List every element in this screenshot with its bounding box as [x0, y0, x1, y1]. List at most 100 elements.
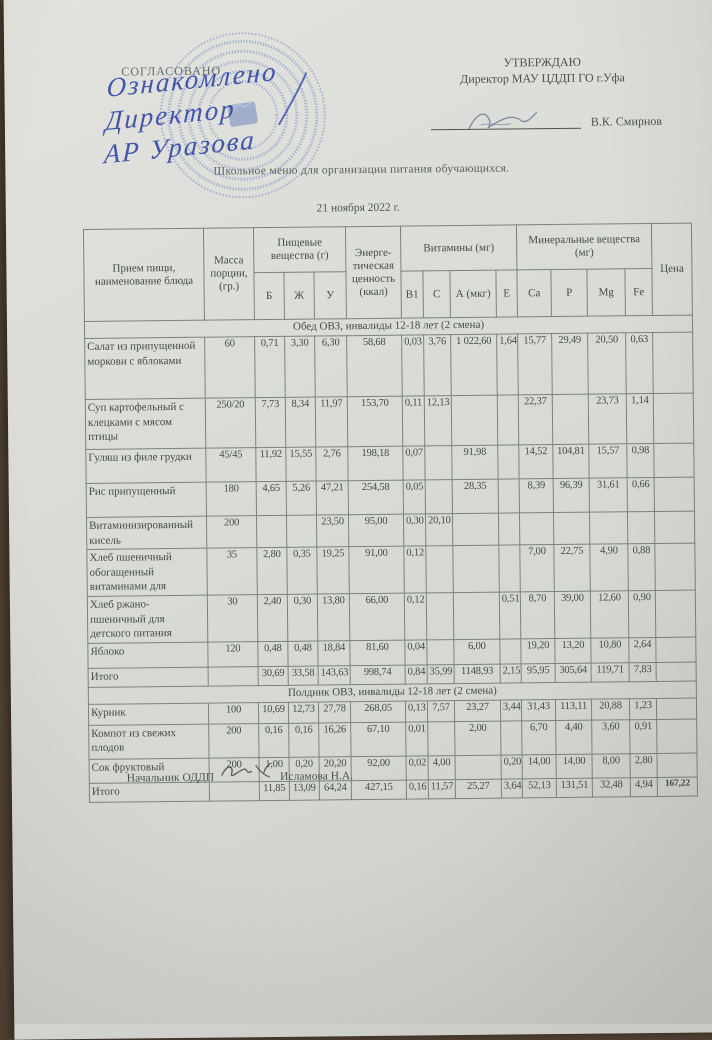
cell-zh: 0,35	[286, 547, 318, 595]
cell-price	[657, 752, 698, 777]
cell-mg: 8,00	[592, 753, 631, 778]
cell-mass	[208, 666, 259, 686]
cell-p: 131,51	[556, 777, 593, 798]
cell-mg: 32,48	[592, 777, 631, 797]
cell-fe	[627, 511, 655, 544]
cell-a: 1148,93	[454, 663, 501, 684]
cell-mg: 4,90	[589, 543, 629, 592]
cell-v1: 0,07	[402, 445, 426, 481]
cell-ca: 8,39	[519, 478, 554, 513]
cell-fe: 0,98	[626, 443, 655, 478]
cell-price: 167,22	[657, 776, 698, 796]
cell-u: 23,50	[316, 514, 349, 548]
cell-a: 1 022,60	[450, 334, 498, 396]
cell-kcal: 58,68	[346, 335, 403, 397]
cell-kcal: 67,10	[350, 721, 407, 757]
cell-ca: 95,95	[521, 663, 556, 683]
cell-p: 305,64	[555, 662, 592, 683]
cell-a	[453, 592, 500, 640]
cell-name: Курник	[88, 702, 209, 725]
cell-name: Яблоко	[87, 641, 209, 668]
cell-price	[653, 393, 694, 444]
cell-zh: 5,26	[286, 481, 317, 516]
cell-p: 4,40	[555, 719, 593, 755]
cell-b	[256, 515, 287, 548]
cell-mass: 250/20	[205, 397, 256, 449]
cell-name: Витаминизированный кисель	[86, 516, 207, 550]
cell-p: 96,39	[553, 478, 590, 513]
cell-kcal: 95,00	[348, 514, 404, 547]
cell-mass: 200	[206, 515, 257, 549]
footer-signer-name: Исламова Н.А.	[280, 769, 354, 783]
cell-zh: 3,30	[284, 336, 316, 398]
cell-fe: 1,14	[626, 393, 654, 444]
cell-p: 29,49	[551, 333, 589, 395]
cell-fe: 0,88	[627, 543, 656, 591]
table-row: Хлеб ржано-пшеничный для детского питани…	[87, 590, 696, 643]
cell-u: 2,76	[315, 446, 349, 482]
cell-name: Суп картофельный с клецками с мясом птиц…	[85, 398, 206, 450]
col-group-minerals: Минеральные вещества (мг)	[516, 223, 653, 270]
cell-e	[498, 544, 521, 593]
cell-mass: 180	[206, 481, 257, 517]
cell-a: 23,27	[454, 699, 501, 722]
col-header-a: А (мкг)	[449, 270, 497, 318]
cell-e	[497, 394, 519, 446]
cell-ca: 14,00	[522, 754, 557, 779]
col-header-c: С	[422, 270, 451, 318]
cell-mg: 10,80	[590, 637, 630, 663]
cell-c: 3,76	[423, 334, 452, 396]
col-header-e: Е	[495, 269, 518, 318]
approve-subtitle: Директор МАУ ЦДДП ГО г.Уфа	[460, 70, 625, 87]
cell-u: 16,26	[318, 722, 352, 757]
cell-fe: 2,80	[630, 752, 658, 778]
cell-kcal: 998,74	[350, 664, 406, 685]
cell-u: 19,25	[316, 546, 350, 595]
approval-block: УТВЕРЖДАЮ Директор МАУ ЦДДП ГО г.Уфа В.К…	[412, 53, 673, 138]
cell-b: 7,73	[255, 397, 286, 448]
col-header-energy: Энерге-тическая ценность (ккал)	[345, 226, 402, 319]
cell-mg: 3,60	[591, 719, 631, 754]
cell-kcal: 427,15	[351, 779, 407, 800]
cell-a	[451, 395, 498, 446]
col-header-protein: Б	[253, 272, 285, 320]
cell-name: Гуляш из филе грудки	[85, 448, 207, 484]
col-group-nutrients: Пищевые вещества (г)	[253, 226, 346, 273]
cell-name: Итого	[88, 666, 209, 687]
footer-signature-row: Начальник ОДДП Исламова Н.А.	[127, 762, 354, 787]
col-header-ca: Са	[516, 269, 552, 317]
cell-ca: 22,37	[518, 394, 553, 445]
cell-e: 3,64	[501, 778, 523, 798]
cell-e: 1,64	[496, 333, 519, 396]
cell-e	[500, 720, 523, 755]
cell-u: 27,78	[318, 701, 351, 723]
cell-fe: 2,64	[628, 636, 657, 663]
cell-v1: 0,01	[405, 721, 429, 756]
cell-zh: 0,16	[288, 722, 320, 757]
cell-e	[497, 444, 520, 480]
cell-v1: 0,03	[401, 334, 425, 397]
cell-p: 104,81	[552, 444, 590, 479]
cell-ca: 52,13	[522, 778, 557, 798]
cell-v1: 0,11	[402, 395, 425, 447]
cell-b: 4,65	[256, 481, 287, 516]
cell-b: 0,71	[254, 336, 286, 398]
cell-u: 18,84	[317, 640, 351, 666]
cell-fe: 7,83	[629, 661, 657, 682]
cell-a	[455, 754, 502, 780]
cell-mass: 100	[208, 702, 259, 724]
round-stamp-icon	[152, 24, 334, 206]
cell-price	[656, 718, 698, 753]
cell-ca: 31,43	[521, 699, 556, 721]
cell-price	[655, 636, 697, 662]
cell-kcal: 92,00	[351, 755, 407, 781]
cell-b: 2,80	[256, 547, 288, 595]
cell-kcal: 66,00	[349, 593, 405, 641]
cell-p: 39,00	[554, 591, 591, 639]
cell-ca: 19,20	[520, 638, 556, 664]
cell-c	[427, 721, 456, 756]
cell-c: 12,13	[424, 395, 452, 446]
cell-price	[652, 332, 694, 394]
cell-e	[498, 478, 520, 514]
cell-zh: 12,73	[288, 701, 319, 723]
